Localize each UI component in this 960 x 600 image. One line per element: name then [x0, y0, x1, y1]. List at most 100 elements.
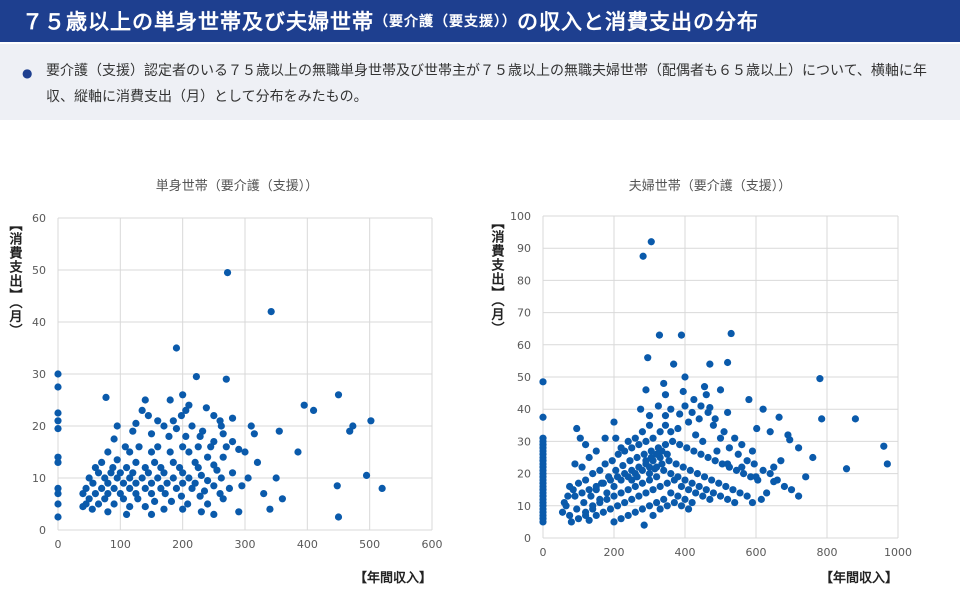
scatter-point — [617, 515, 625, 523]
scatter-point — [580, 498, 588, 507]
scatter-point — [378, 484, 386, 492]
scatter-point — [135, 443, 143, 451]
scatter-point — [653, 473, 661, 481]
scatter-point — [681, 373, 689, 381]
scatter-point — [658, 447, 666, 455]
scatter-point — [154, 417, 162, 425]
scatter-point — [695, 415, 703, 423]
chart-single-household: 単身世帯（要介護（支援）） 0 100 200 300 400 500 600 0 10 20 30 4… — [7, 178, 443, 586]
scatter-point — [743, 457, 751, 465]
scatter-point — [244, 474, 252, 482]
scatter-point — [94, 500, 103, 508]
scatter-point — [576, 434, 584, 442]
scatter-point — [204, 453, 212, 461]
scatter-point — [734, 450, 742, 458]
scatter-point — [250, 430, 258, 438]
scatter-point — [54, 409, 62, 417]
scatter-point — [679, 387, 687, 396]
scatter-point — [172, 425, 181, 433]
scatter-point — [638, 428, 646, 436]
scatter-point — [667, 470, 675, 478]
scatter-point — [172, 344, 181, 352]
scatter-point — [333, 482, 341, 490]
scatter-point — [138, 406, 146, 414]
scatter-point — [188, 422, 196, 430]
scatter-point — [566, 482, 574, 491]
scatter-point — [727, 329, 735, 338]
scatter-point — [713, 447, 721, 455]
scatter-point — [539, 413, 547, 421]
scatter-point — [606, 476, 615, 484]
scatter-point — [656, 482, 664, 491]
scatter-point — [134, 495, 142, 503]
scatter-point — [573, 505, 581, 513]
scatter-point — [880, 442, 888, 450]
scatter-point — [122, 464, 131, 472]
scatter-point — [645, 412, 654, 420]
scatter-point — [216, 490, 224, 498]
scatter-point — [610, 492, 618, 500]
scatter-point — [196, 432, 204, 440]
scatter-point — [684, 418, 693, 426]
chart-panel-couple: 夫婦世帯（要介護（支援）） 0 200 400 600 800 1000 0 10 20 30 40 5… — [480, 170, 950, 590]
x-tick-label: 100 — [110, 538, 131, 551]
y-tick-label: 100 — [510, 210, 531, 223]
scatter-point — [708, 476, 716, 484]
bullet-icon: ● — [22, 66, 33, 80]
scatter-point — [672, 460, 680, 468]
page-title-tail: の収入と消費支出の分布 — [517, 10, 759, 34]
y-tick-label: 60 — [32, 212, 46, 225]
scatter-point — [91, 464, 99, 472]
scatter-point — [601, 434, 609, 442]
y-tick-label: 10 — [517, 500, 531, 513]
x-tick-label: 0 — [540, 546, 547, 559]
scatter-point — [88, 505, 96, 513]
scatter-point — [729, 486, 737, 494]
scatter-point — [223, 269, 232, 277]
scatter-point — [684, 486, 693, 494]
scatter-point — [883, 460, 891, 468]
scatter-point — [204, 477, 212, 485]
scatter-point — [113, 422, 121, 430]
scatter-point — [637, 405, 645, 413]
scatter-point — [169, 458, 177, 466]
scatter-point — [539, 518, 547, 526]
y-tick-label: 40 — [517, 403, 531, 416]
scatter-point — [238, 482, 246, 490]
scatter-point — [649, 511, 657, 520]
scatter-point — [225, 484, 234, 492]
scatter-point — [638, 505, 646, 513]
scatter-point — [766, 428, 774, 436]
scatter-point — [690, 447, 698, 455]
scatter-point — [700, 473, 709, 481]
scatter-point — [119, 495, 128, 503]
scatter-point — [795, 444, 803, 452]
scatter-point — [54, 417, 62, 425]
scatter-point — [241, 448, 249, 456]
scatter-point — [704, 408, 712, 417]
scatter-point — [166, 396, 174, 404]
scatter-point — [179, 391, 187, 399]
y-tick-label: 50 — [517, 371, 531, 384]
scatter-point — [720, 428, 728, 436]
scatter-point — [653, 498, 661, 507]
scatter-point — [612, 466, 620, 474]
scatter-point — [346, 427, 354, 435]
scatter-point — [132, 419, 140, 427]
scatter-point — [780, 482, 788, 491]
x-tick-label: 200 — [172, 538, 193, 551]
scatter-point — [660, 466, 668, 474]
y-tick-label: 70 — [517, 307, 531, 320]
scatter-point — [94, 469, 103, 477]
scatter-point — [731, 434, 739, 442]
scatter-point — [667, 428, 675, 436]
scatter-point — [121, 443, 129, 451]
scatter-point — [647, 453, 655, 462]
scatter-point — [110, 484, 118, 492]
scatter-point — [753, 424, 761, 433]
scatter-point — [777, 457, 785, 465]
scatter-point — [132, 479, 140, 487]
scatter-point — [631, 434, 639, 442]
x-axis-title: 【年間収入】 — [354, 570, 432, 586]
scatter-point — [116, 490, 124, 498]
